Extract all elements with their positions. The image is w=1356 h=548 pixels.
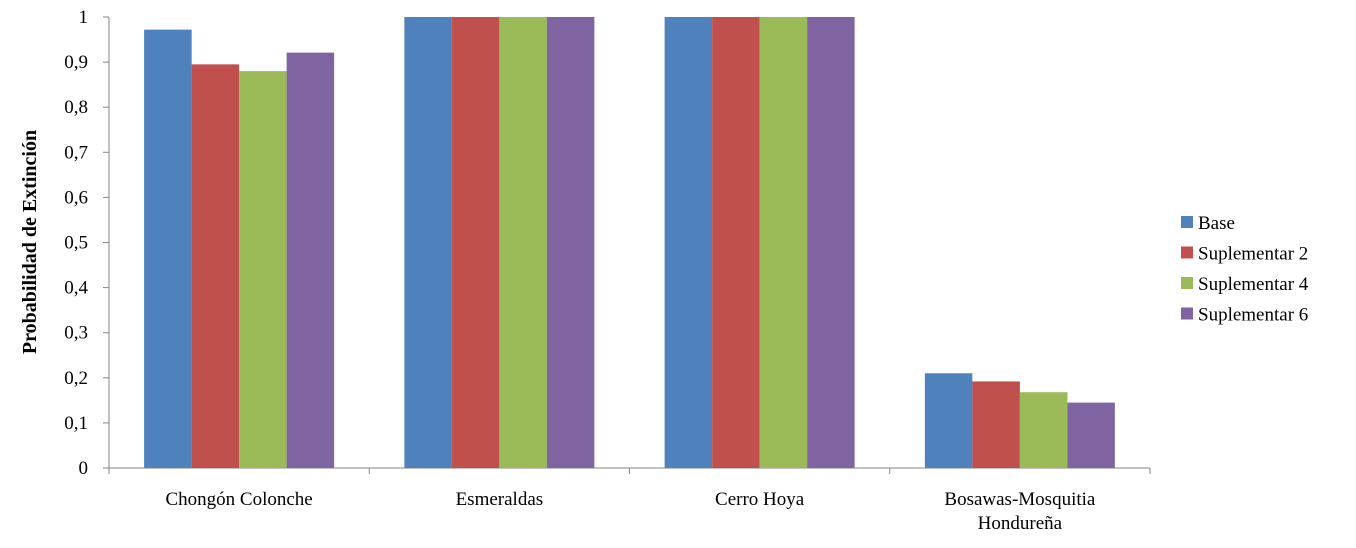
y-tick-label: 0,4 (64, 278, 88, 299)
bar (499, 17, 547, 468)
legend-label: Suplementar 6 (1198, 305, 1308, 326)
x-tick-label: Cerro Hoya (715, 489, 805, 510)
bars (144, 17, 1115, 469)
y-tick-label: 0,1 (64, 413, 88, 434)
x-tick-label: Esmeraldas (456, 489, 544, 510)
y-tick-label: 0,5 (64, 233, 88, 254)
legend-label: Suplementar 4 (1198, 274, 1309, 295)
x-tick-label-line: Esmeraldas (456, 489, 544, 510)
y-axis-label: Probabilidad de Extinción (19, 130, 41, 354)
bar (712, 17, 760, 468)
y-axis: 0 0,1 0,2 0,3 0,4 0,5 0,6 0,7 0,8 0,9 1 (64, 7, 110, 479)
legend-swatch (1181, 216, 1193, 228)
bar (144, 29, 192, 469)
legend-label: Suplementar 2 (1198, 244, 1308, 265)
bar (239, 71, 287, 469)
y-tick-label: 0,7 (64, 142, 88, 163)
bar (286, 52, 335, 469)
x-tick-label-line: Chongón Colonche (166, 489, 313, 510)
x-tick-label-line: Hondureña (978, 513, 1063, 534)
bar (451, 17, 500, 468)
y-tick-label: 0,9 (64, 52, 88, 73)
y-tick-label: 0 (79, 458, 89, 479)
bar (1019, 392, 1068, 468)
bar (546, 17, 595, 468)
bar (191, 64, 240, 468)
x-tick-label-line: Bosawas-Mosquitia (944, 489, 1096, 510)
legend-swatch (1181, 277, 1193, 289)
bar (759, 17, 808, 468)
x-tick-label-line: Cerro Hoya (715, 489, 805, 510)
bar (1067, 402, 1115, 468)
y-tick-label: 0,6 (64, 187, 88, 208)
legend-swatch (1181, 246, 1193, 259)
y-tick-label: 0,3 (64, 323, 88, 344)
legend-label: Base (1198, 213, 1235, 234)
bar (404, 17, 452, 468)
bar (807, 17, 855, 468)
legend-swatch (1181, 307, 1193, 320)
y-tick-label: 1 (79, 7, 89, 28)
bar (924, 373, 973, 468)
y-tick-label: 0,2 (64, 368, 88, 389)
legend: Base Suplementar 2 Suplementar 4 Suplementa… (1181, 213, 1309, 326)
bar (972, 381, 1020, 468)
x-tick-label: Chongón Colonche (166, 489, 313, 510)
x-tick-label: Bosawas-Mosquitia Hondureña (944, 489, 1096, 534)
bar (664, 17, 713, 468)
y-tick-label: 0,8 (64, 97, 88, 118)
x-axis: Chongón Colonche Esmeraldas Cerro Hoya Bosa… (108, 467, 1151, 534)
